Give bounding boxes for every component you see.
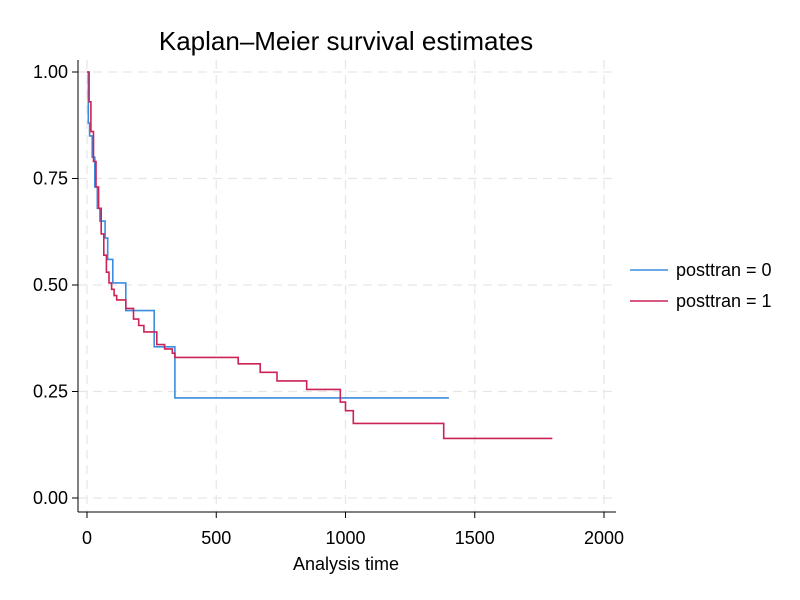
chart-title: Kaplan–Meier survival estimates	[159, 26, 533, 56]
x-tick-label: 1000	[325, 528, 365, 548]
y-tick-label: 0.50	[33, 275, 68, 295]
y-ticks: 0.00 0.25 0.50 0.75 1.00	[33, 62, 78, 508]
series-line-1	[87, 71, 553, 440]
x-tick-label: 2000	[584, 528, 624, 548]
x-ticks: 0 500 1000 1500 2000	[82, 512, 624, 548]
legend-label: posttran = 1	[676, 291, 772, 311]
series-lines	[87, 71, 553, 440]
legend: posttran = 0 posttran = 1	[630, 260, 772, 311]
legend-label: posttran = 0	[676, 260, 772, 280]
series-line-0	[87, 71, 449, 399]
axes	[77, 60, 616, 513]
y-tick-label: 1.00	[33, 62, 68, 82]
x-tick-label: 1500	[455, 528, 495, 548]
x-axis-label: Analysis time	[293, 554, 399, 574]
y-tick-label: 0.25	[33, 382, 68, 402]
grid	[78, 60, 616, 512]
y-tick-label: 0.00	[33, 488, 68, 508]
x-tick-label: 0	[82, 528, 92, 548]
y-tick-label: 0.75	[33, 169, 68, 189]
x-tick-label: 500	[201, 528, 231, 548]
